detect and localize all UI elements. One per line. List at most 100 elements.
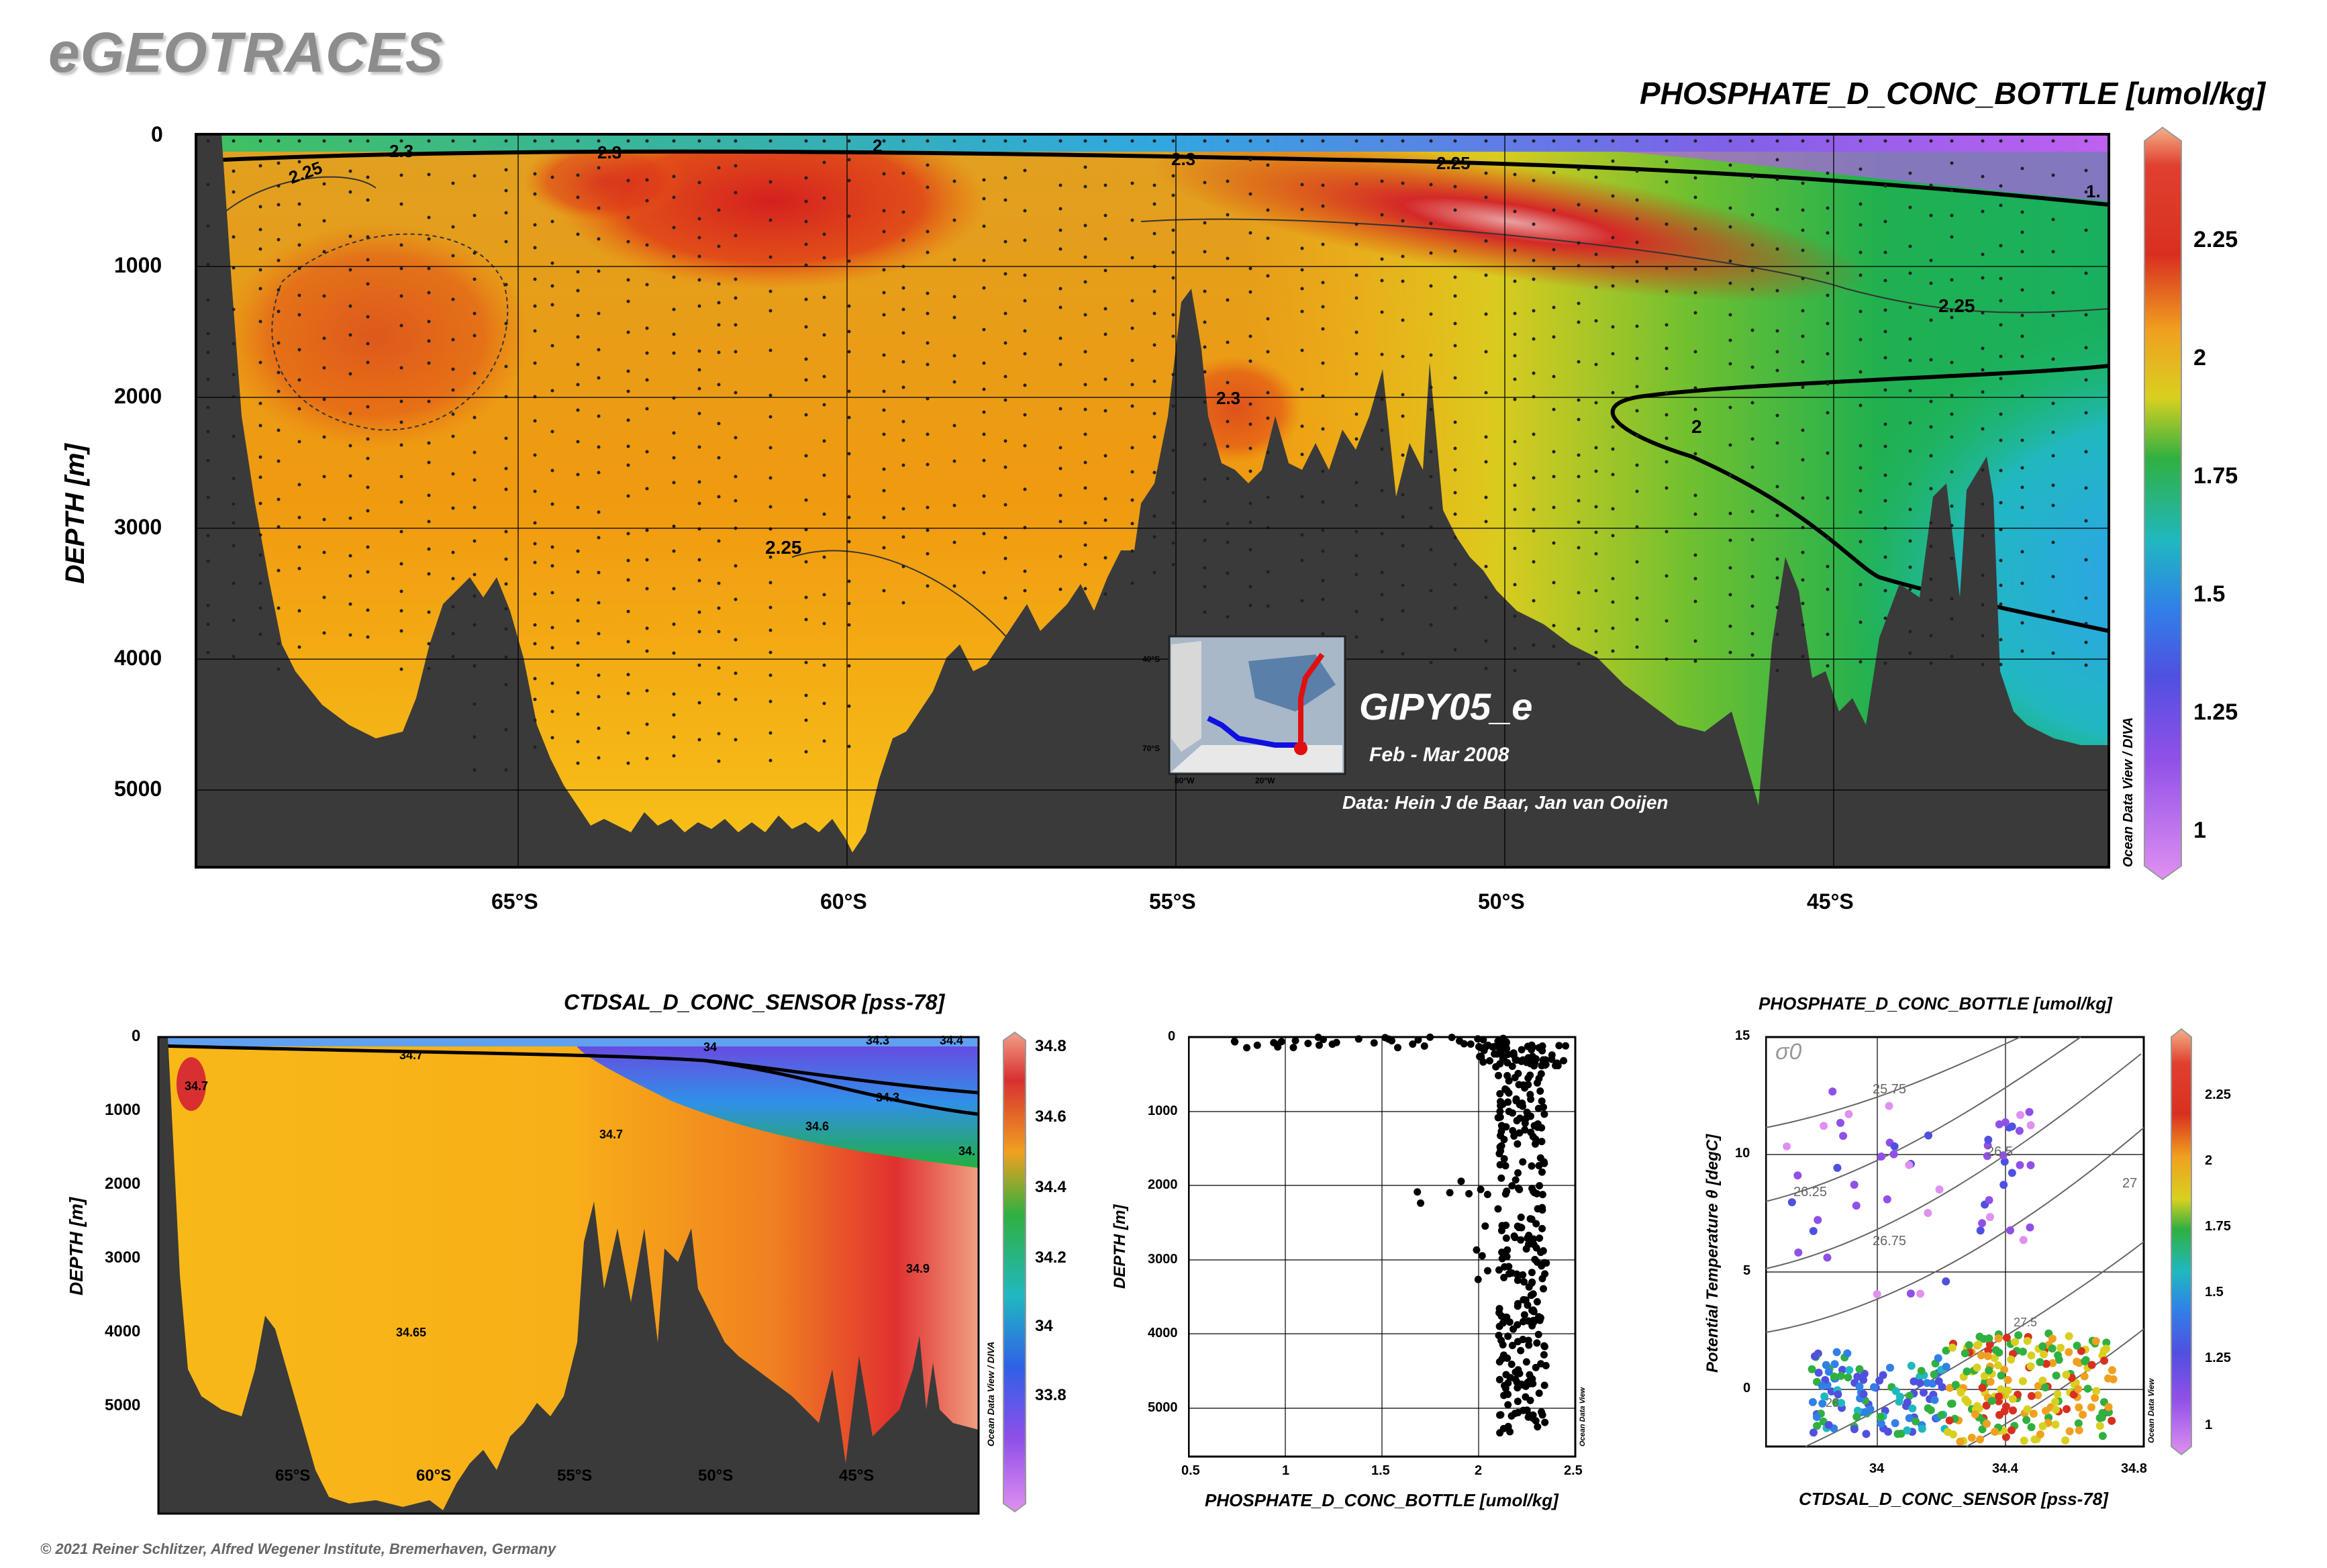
sample-dot	[926, 528, 930, 532]
sample-dot	[2020, 550, 2024, 554]
sample-dot	[1003, 596, 1007, 600]
sample-dot	[206, 377, 210, 381]
sample-dot	[1171, 562, 1175, 567]
profile-point	[1519, 1102, 1527, 1110]
sample-dot	[1665, 486, 1669, 490]
sample-dot	[2084, 596, 2088, 600]
sample-dot	[1750, 653, 1754, 657]
profile-point	[1526, 1215, 1534, 1223]
sample-dot	[1883, 661, 1887, 665]
sample-dot	[550, 430, 554, 434]
sample-dot	[1826, 293, 1830, 297]
sample-dot	[1577, 167, 1581, 171]
sample-dot	[1859, 466, 1863, 470]
sample-dot	[1130, 498, 1134, 502]
sample-dot	[1203, 250, 1207, 254]
sample-dot	[597, 695, 601, 699]
sample-dot	[1130, 522, 1134, 526]
sample-dot	[1300, 287, 1304, 291]
profile-point	[1496, 1161, 1504, 1169]
sample-dot	[1429, 475, 1433, 479]
sample-dot	[1981, 209, 1985, 213]
sample-dot	[258, 606, 262, 610]
main-cbar-tick-1: 2	[2193, 345, 2206, 371]
sample-dot	[626, 240, 630, 244]
sample-dot	[1552, 624, 1556, 628]
ts-point	[2057, 1343, 2065, 1352]
sample-dot	[1693, 195, 1697, 199]
sample-dot	[277, 371, 281, 375]
profile-point	[1503, 1072, 1512, 1080]
ts-point	[2016, 1161, 2024, 1169]
sample-dot	[626, 761, 630, 765]
profile-point	[1495, 1150, 1503, 1158]
sample-dot	[717, 732, 721, 736]
sample-dot	[1152, 343, 1156, 347]
profile-point	[1534, 1330, 1542, 1338]
sample-dot	[597, 166, 601, 170]
sample-dot	[1635, 356, 1639, 360]
sample-dot	[2020, 485, 2024, 489]
sample-dot	[626, 299, 630, 303]
sample-dot	[1999, 501, 2003, 505]
sample-dot	[1130, 470, 1134, 474]
sample-dot	[1826, 231, 1830, 235]
sample-dot	[550, 261, 554, 265]
profile-point	[1532, 1363, 1540, 1371]
sample-dot	[1103, 307, 1107, 311]
sample-dot	[550, 502, 554, 506]
sample-dot	[717, 666, 721, 670]
sample-dot	[734, 499, 738, 503]
ts-point	[1975, 1332, 1984, 1341]
sample-dot	[1635, 217, 1639, 221]
ts-point	[1999, 1181, 2008, 1189]
sample-dot	[1999, 469, 2003, 473]
profile-point	[1527, 1095, 1535, 1104]
sample-dot	[1203, 221, 1207, 225]
sample-dot	[504, 189, 508, 193]
sample-dot	[1950, 189, 1954, 193]
sample-dot	[1826, 322, 1830, 326]
sample-dot	[1429, 407, 1433, 411]
ts-point	[2095, 1422, 2104, 1430]
ts-point	[1995, 1120, 2003, 1129]
sample-dot	[297, 160, 301, 164]
sample-dot	[1103, 139, 1107, 143]
sample-dot	[1801, 578, 1805, 582]
ts-point	[1945, 1416, 1954, 1425]
sample-dot	[1750, 604, 1754, 608]
sample-dot	[1929, 318, 1933, 322]
sample-dot	[1728, 206, 1732, 210]
sample-dot	[1859, 273, 1863, 277]
profile-point	[1504, 1401, 1512, 1409]
profile-point	[1505, 1318, 1514, 1326]
sample-dot	[576, 740, 580, 744]
sample-dot	[926, 139, 930, 143]
ts-point	[2109, 1375, 2118, 1383]
ts-point	[2009, 1406, 2018, 1415]
sample-dot	[1611, 325, 1615, 329]
sample-dot	[1693, 553, 1697, 557]
sample-dot	[451, 632, 455, 636]
sample-dot	[2051, 250, 2055, 254]
sample-dot	[1003, 465, 1007, 469]
sample-dot	[1801, 181, 1805, 185]
ts-point	[2023, 1336, 2032, 1345]
sample-dot	[504, 607, 508, 611]
sample-dot	[206, 224, 210, 228]
sample-dot	[451, 254, 455, 258]
sample-dot	[1083, 486, 1087, 490]
profile-point	[1479, 1058, 1487, 1066]
sample-dot	[1401, 139, 1405, 143]
ts-point	[2053, 1389, 2062, 1398]
profile-point	[1448, 1033, 1456, 1041]
sample-dot	[576, 232, 580, 236]
sample-dot	[1058, 520, 1062, 524]
sample-dot	[1023, 273, 1027, 277]
sample-dot	[1248, 501, 1252, 505]
ts-point	[1844, 1110, 1853, 1118]
profile-software-credit: Ocean Data View	[1579, 1387, 1587, 1447]
sample-dot	[1171, 373, 1175, 377]
sample-dot	[277, 459, 281, 463]
ts-point	[1852, 1202, 1861, 1210]
